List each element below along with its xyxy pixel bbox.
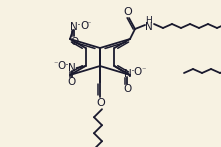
Text: ⁻: ⁻ [87, 20, 91, 29]
Text: ·: · [77, 20, 81, 32]
Text: O: O [124, 7, 132, 17]
Text: O: O [70, 37, 78, 47]
Text: O: O [123, 84, 131, 94]
Text: ·: · [65, 60, 69, 72]
Text: ⁻: ⁻ [53, 60, 58, 69]
Text: O: O [57, 61, 66, 71]
Text: N: N [68, 63, 75, 73]
Text: ·: · [130, 66, 134, 78]
Text: O: O [133, 67, 141, 77]
Text: O: O [67, 77, 76, 87]
Text: N: N [70, 22, 78, 32]
Text: N: N [145, 22, 153, 32]
Text: H: H [146, 15, 152, 25]
Text: O: O [80, 21, 88, 31]
Text: ⁻: ⁻ [141, 66, 146, 75]
Text: N: N [124, 69, 131, 79]
Text: O: O [97, 98, 105, 108]
